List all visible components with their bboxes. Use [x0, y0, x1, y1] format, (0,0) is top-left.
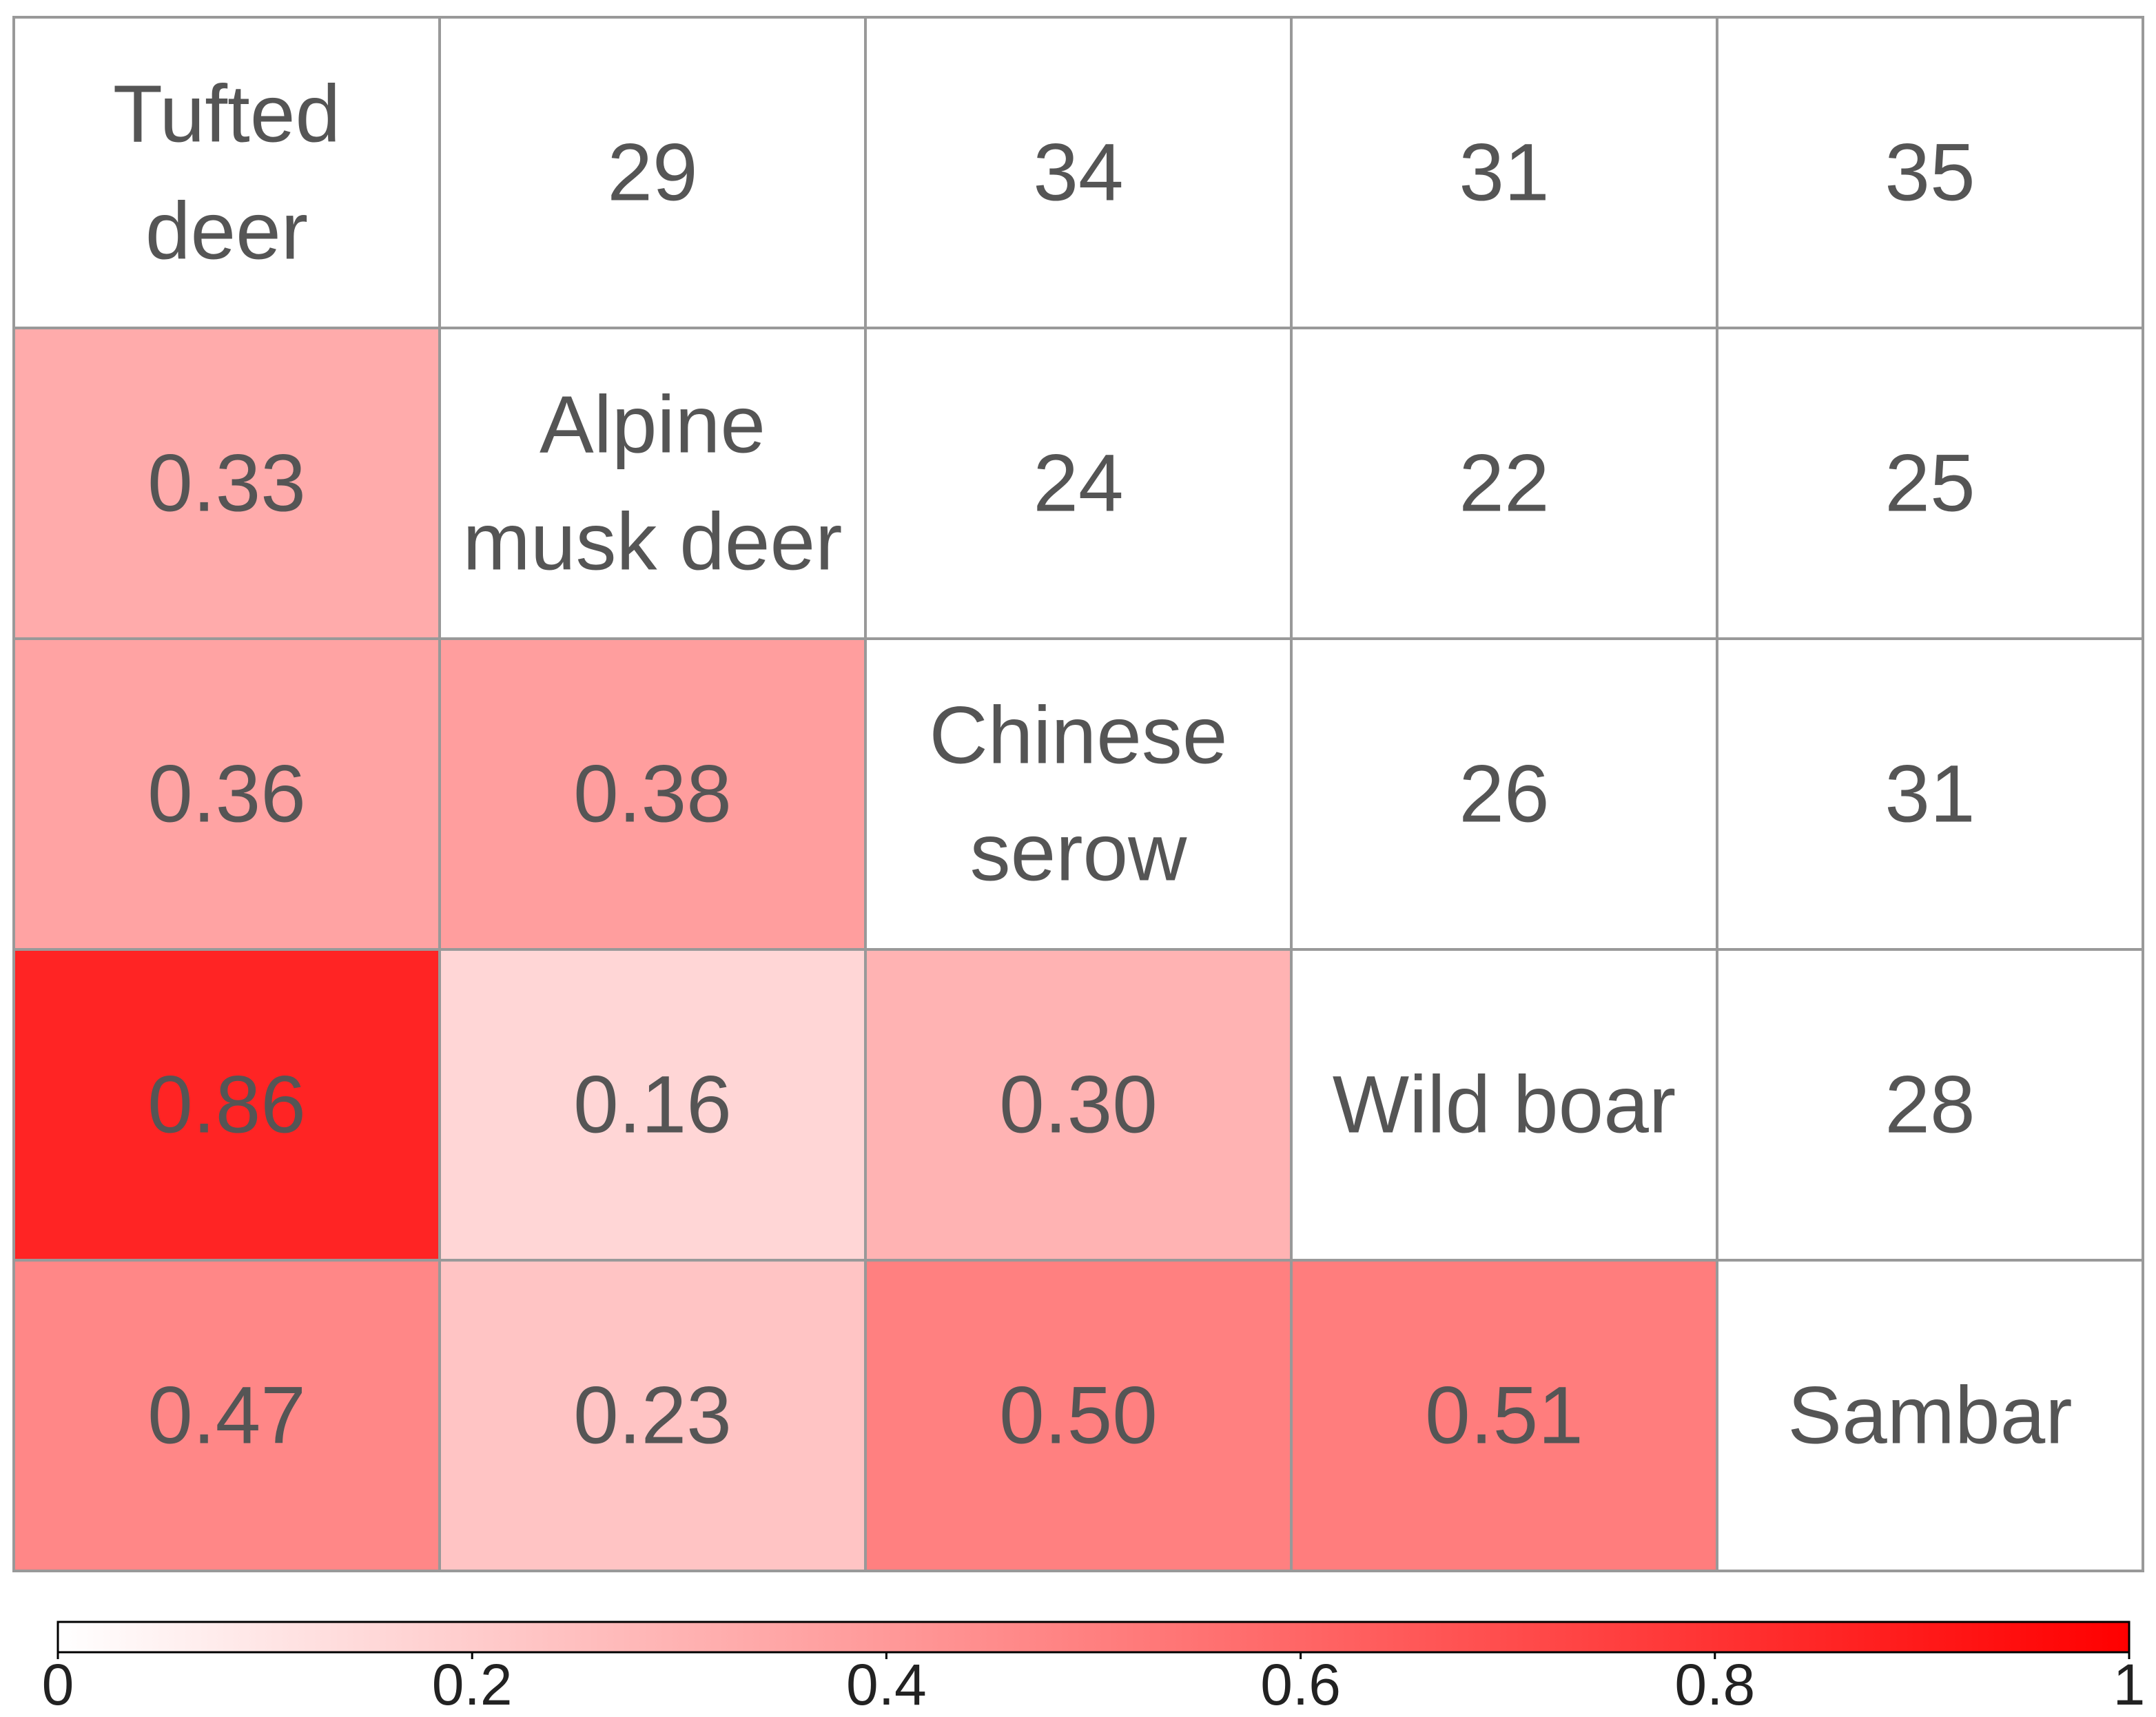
- count-label-0-4: 35: [1885, 127, 1975, 218]
- count-label-0-2: 34: [1033, 127, 1123, 218]
- species-label-2-line-1: serow: [970, 808, 1188, 898]
- matrix-grid: Tufted deer 29 34 31 35 0.33 Alpine musk deer 24 2…: [12, 16, 2144, 1572]
- diagonal-cell-3-3: [1290, 948, 1718, 1262]
- overlap-label-4-3: 0.51: [1425, 1370, 1583, 1461]
- species-label-1-line-1: musk deer: [463, 497, 843, 588]
- count-label-0-3: 31: [1459, 127, 1549, 218]
- colorbar-tick-label-1: 0.2: [432, 1652, 513, 1717]
- overlap-label-1-0: 0.33: [147, 438, 306, 529]
- count-label-2-3: 26: [1459, 749, 1549, 840]
- overlap-cell-4-2: [864, 1259, 1293, 1572]
- colorbar: 0 0.2 0.4 0.6 0.8 1: [42, 1621, 2146, 1717]
- count-label-1-4: 25: [1885, 438, 1975, 529]
- colorbar-tick-label-4: 0.8: [1674, 1652, 1755, 1717]
- count-cell-1-2: [864, 327, 1293, 640]
- overlap-label-3-1: 0.16: [573, 1060, 732, 1151]
- species-label-3-line-0: Wild boar: [1333, 1060, 1676, 1151]
- overlap-cell-4-1: [438, 1259, 867, 1572]
- species-label-2-line-0: Chinese: [930, 690, 1228, 781]
- species-label-0-line-1: deer: [145, 186, 308, 277]
- colorbar-tick-label-3: 0.6: [1260, 1652, 1341, 1717]
- species-label-0-line-0: Tufted: [113, 69, 340, 160]
- overlap-label-4-0: 0.47: [147, 1370, 306, 1461]
- colorbar-tick-label-2: 0.4: [846, 1652, 927, 1717]
- colorbar-gradient: [57, 1621, 2131, 1654]
- diagonal-cell-0-0: [12, 16, 441, 329]
- overlap-label-3-2: 0.30: [999, 1060, 1158, 1151]
- overlap-label-2-1: 0.38: [573, 749, 732, 840]
- count-cell-0-1: [438, 16, 867, 329]
- overlap-cell-3-1: [438, 948, 867, 1262]
- overlap-cell-1-0: [12, 327, 441, 640]
- overlap-cell-4-0: [12, 1259, 441, 1572]
- colorbar-tick-label-5: 1: [2113, 1652, 2146, 1717]
- species-label-4-line-0: Sambar: [1787, 1370, 2072, 1461]
- colorbar-tick-label-0: 0: [42, 1652, 74, 1717]
- count-cell-0-4: [1716, 16, 2144, 329]
- overlap-label-4-2: 0.50: [999, 1370, 1158, 1461]
- count-label-2-4: 31: [1885, 749, 1975, 840]
- count-label-0-1: 29: [607, 127, 697, 218]
- count-cell-3-4: [1716, 948, 2144, 1262]
- species-label-1-line-0: Alpine: [540, 380, 766, 471]
- diagonal-cell-1-1: [438, 327, 867, 640]
- count-cell-0-3: [1290, 16, 1718, 329]
- count-label-1-3: 22: [1459, 438, 1549, 529]
- overlap-cell-3-2: [864, 948, 1293, 1262]
- diagonal-cell-2-2: [864, 637, 1293, 951]
- overlap-cell-3-0: [12, 948, 441, 1262]
- overlap-cell-4-3: [1290, 1259, 1718, 1572]
- overlap-label-3-0: 0.86: [147, 1060, 306, 1151]
- count-cell-0-2: [864, 16, 1293, 329]
- diagonal-cell-4-4: [1716, 1259, 2144, 1572]
- overlap-cell-2-1: [438, 637, 867, 951]
- overlap-label-2-0: 0.36: [147, 749, 306, 840]
- count-label-3-4: 28: [1885, 1060, 1975, 1151]
- overlap-label-4-1: 0.23: [573, 1370, 732, 1461]
- count-cell-1-4: [1716, 327, 2144, 640]
- count-label-1-2: 24: [1033, 438, 1123, 529]
- count-cell-2-4: [1716, 637, 2144, 951]
